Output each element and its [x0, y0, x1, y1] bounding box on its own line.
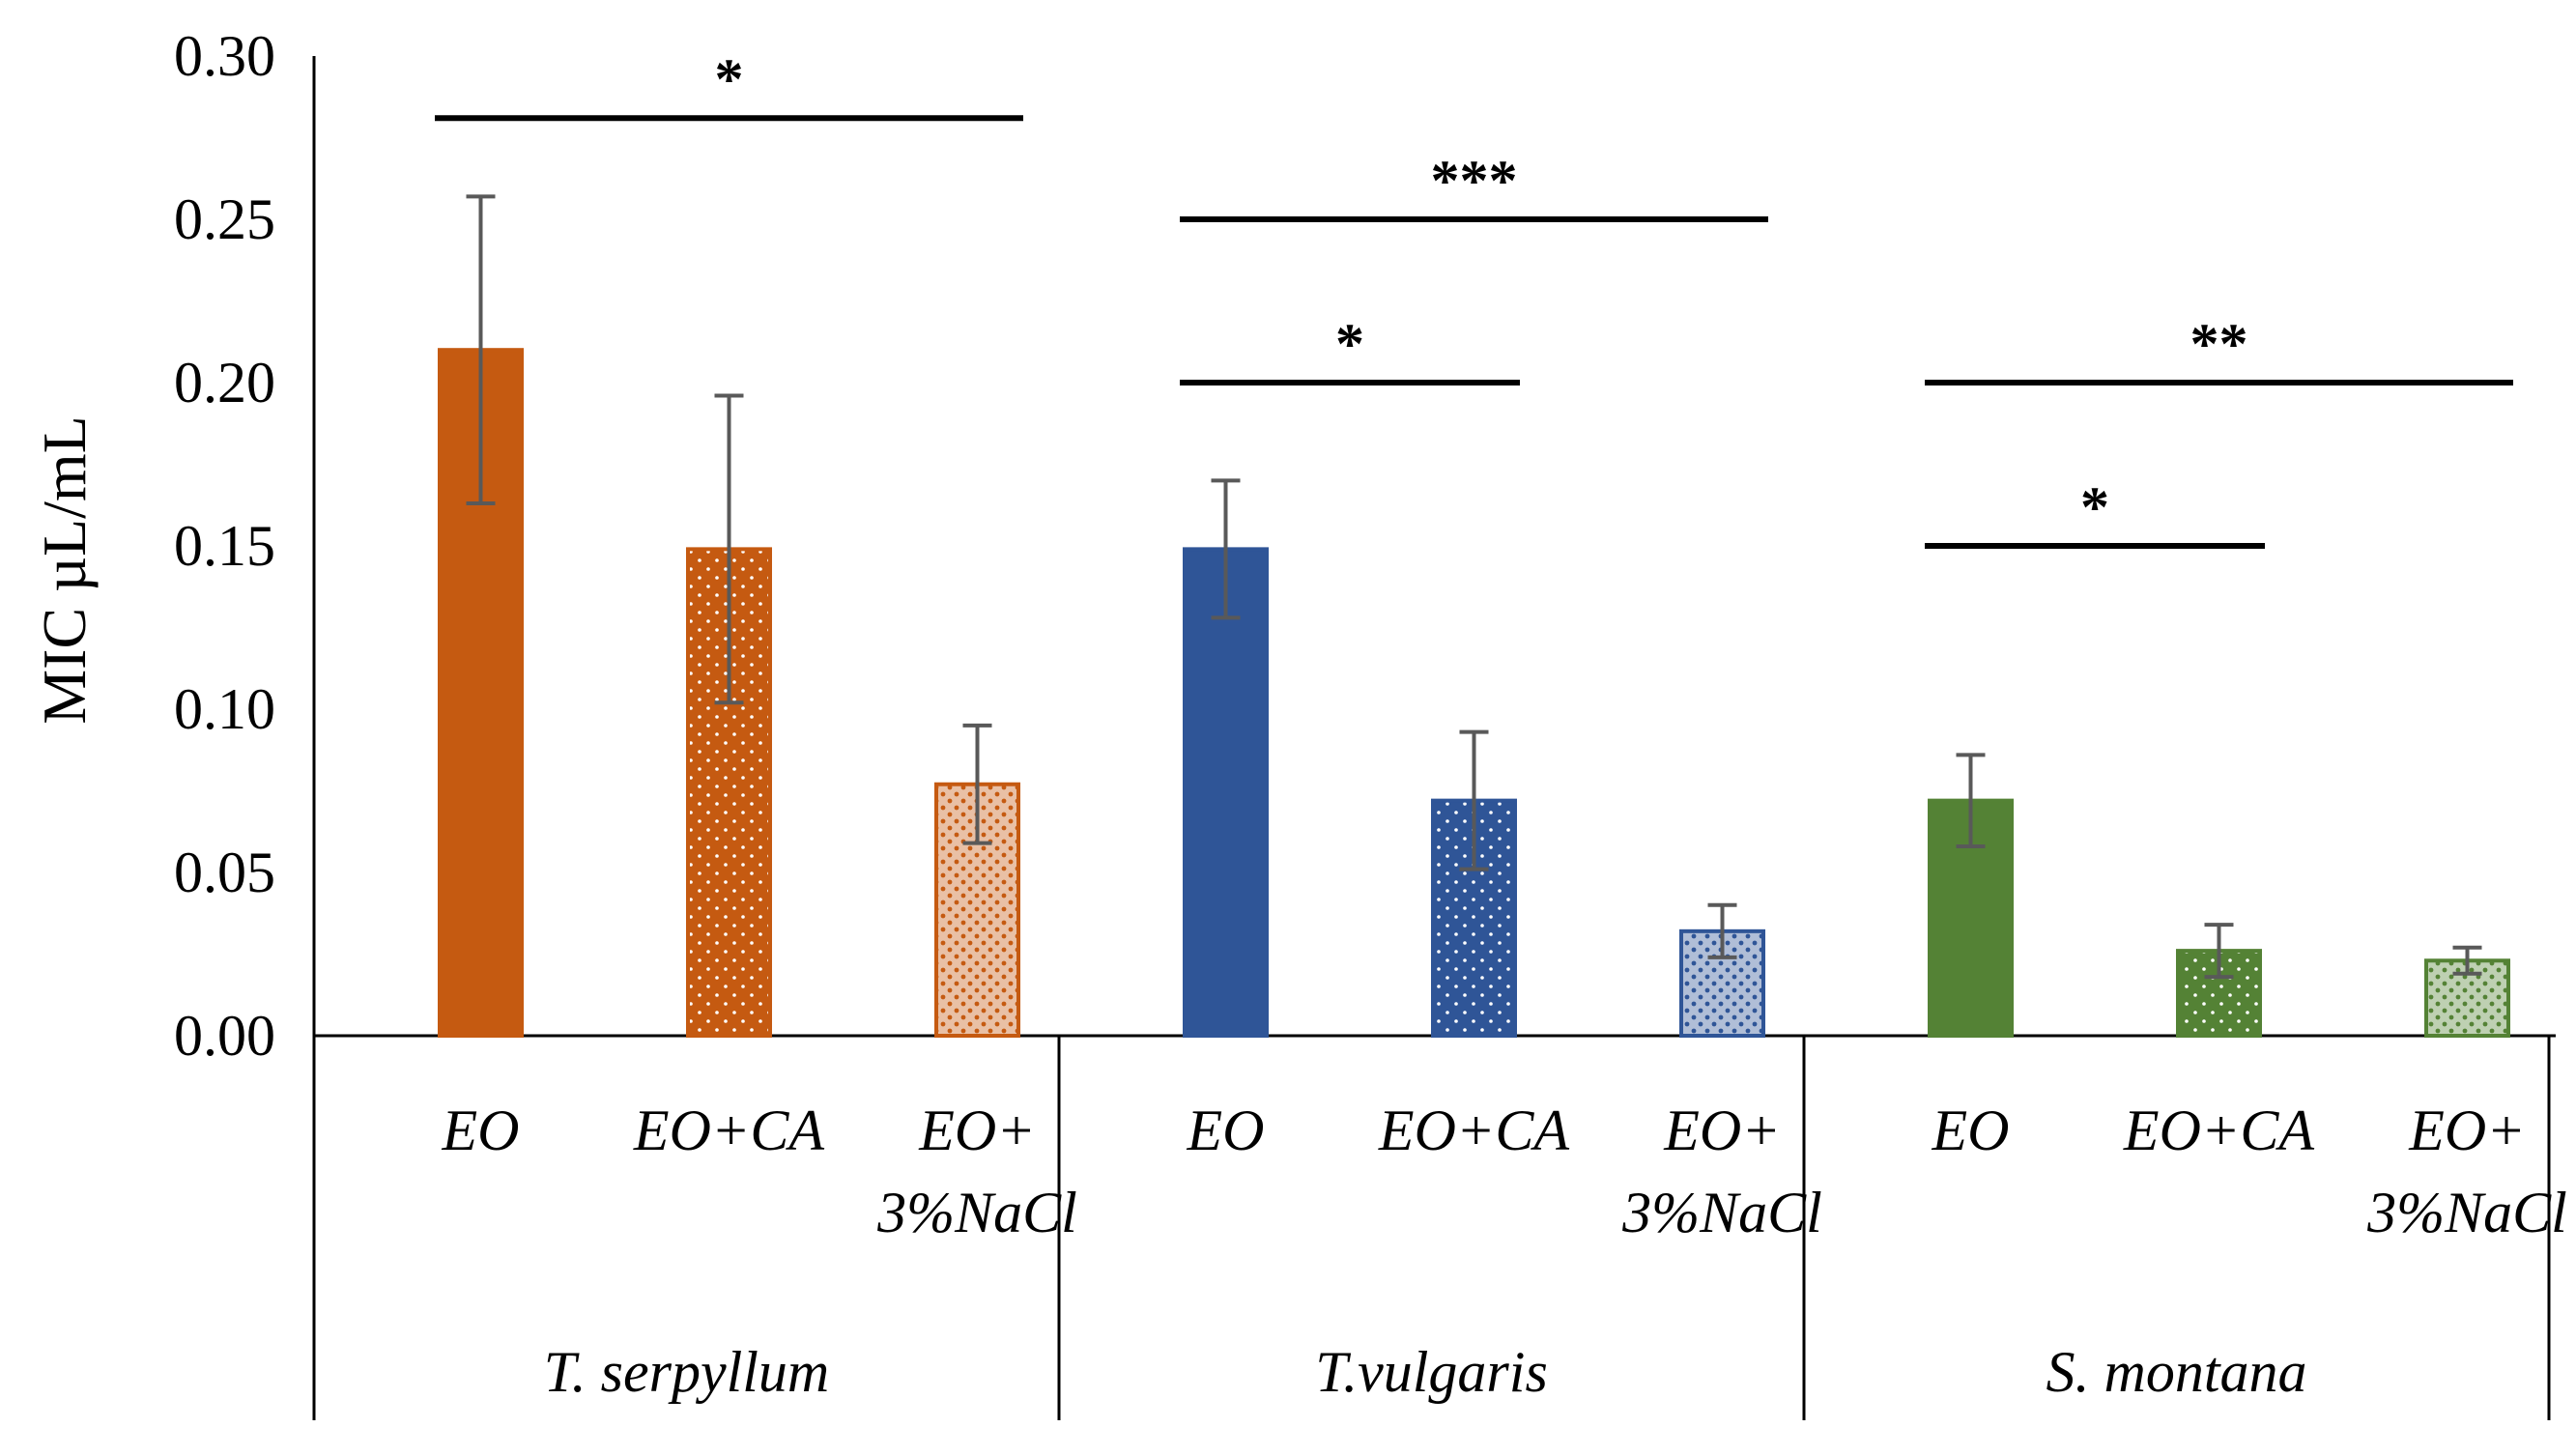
y-tick-label: 0.00: [174, 1004, 275, 1068]
category-label: EO+CA: [2123, 1099, 2314, 1162]
error-bar: [466, 194, 496, 506]
category-label: 3%NaCl: [1621, 1181, 1822, 1244]
error-bar: [1707, 902, 1737, 959]
y-tick-label: 0.25: [174, 187, 275, 251]
category-label: EO+: [1663, 1099, 1780, 1162]
error-bar: [1459, 729, 1489, 871]
error-bar: [2204, 923, 2234, 980]
group-label: S. montana: [2046, 1340, 2307, 1404]
significance-label: *: [1335, 312, 1364, 376]
y-tick-label: 0.05: [174, 841, 275, 904]
bar: [686, 547, 772, 1038]
category-label: EO+: [918, 1099, 1035, 1162]
y-tick-label: 0.30: [174, 24, 275, 88]
error-bar: [962, 723, 992, 845]
category-label: EO+CA: [1378, 1099, 1569, 1162]
significance-label: **: [2190, 312, 2248, 376]
category-label: EO: [1187, 1099, 1265, 1162]
error-bar: [714, 393, 744, 705]
group-label: T.vulgaris: [1315, 1340, 1548, 1404]
significance-label: ***: [1431, 149, 1518, 213]
error-bar: [1956, 753, 1986, 848]
category-label: EO: [442, 1099, 520, 1162]
y-tick-label: 0.20: [174, 351, 275, 414]
y-tick-label: 0.10: [174, 677, 275, 741]
error-bar: [2452, 945, 2482, 976]
category-label: 3%NaCl: [876, 1181, 1077, 1244]
category-label: EO+CA: [633, 1099, 824, 1162]
category-label: EO+: [2408, 1099, 2525, 1162]
significance-label: *: [715, 47, 744, 111]
significance-label: *: [2080, 475, 2109, 539]
category-label: 3%NaCl: [2366, 1181, 2567, 1244]
y-axis-label: MIC µL/mL: [30, 415, 99, 725]
bar: [1183, 547, 1269, 1038]
group-label: T. serpyllum: [544, 1340, 830, 1404]
error-bar: [1211, 478, 1241, 620]
y-tick-label: 0.15: [174, 514, 275, 578]
category-label: EO: [1932, 1099, 2010, 1162]
